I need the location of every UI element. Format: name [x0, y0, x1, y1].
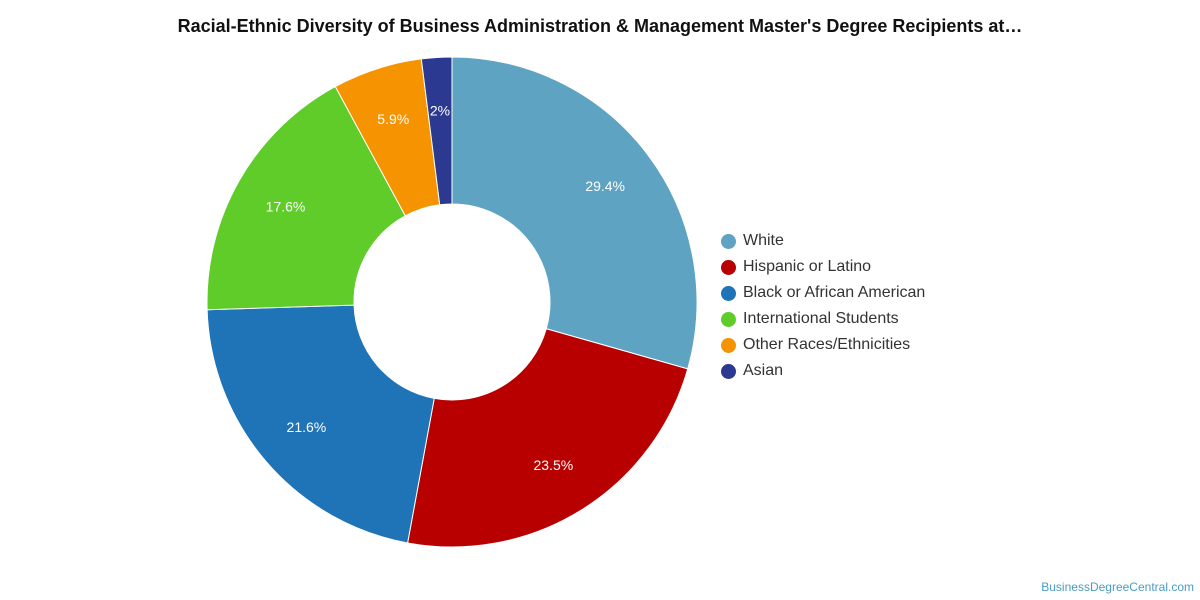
- legend-item[interactable]: Hispanic or Latino: [721, 254, 925, 280]
- legend-label: Other Races/Ethnicities: [743, 336, 911, 353]
- donut-slice-international-students: [206, 85, 407, 311]
- legend-label: Asian: [743, 362, 784, 379]
- slice-value-label: 29.4%: [585, 178, 625, 194]
- donut-slice-asian: [420, 56, 453, 206]
- chart-title: Racial-Ethnic Diversity of Business Admi…: [177, 16, 1023, 36]
- legend-marker: [721, 259, 736, 275]
- legend-marker: [721, 285, 736, 301]
- slice-value-label: 2%: [430, 102, 450, 118]
- legend-item[interactable]: Asian: [721, 358, 925, 384]
- slice-value-label: 21.6%: [287, 419, 327, 435]
- slice-value-label: 17.6%: [266, 198, 306, 214]
- slice-value-label: 5.9%: [377, 111, 409, 127]
- legend-marker: [721, 233, 736, 249]
- legend-marker: [721, 311, 736, 327]
- legend-item[interactable]: International Students: [721, 306, 925, 332]
- legend-marker: [721, 363, 736, 379]
- legend-label: International Students: [743, 310, 899, 327]
- legend-marker: [721, 337, 736, 353]
- legend-item[interactable]: Black or African American: [721, 280, 925, 306]
- legend-item[interactable]: Other Races/Ethnicities: [721, 332, 925, 358]
- donut-slice-black-or-african-american: [206, 304, 435, 544]
- legend-label: White: [743, 232, 784, 249]
- donut-slice-white: [451, 56, 698, 370]
- chart-legend: White Hispanic or Latino Black or African …: [721, 228, 925, 384]
- legend-label: Hispanic or Latino: [743, 258, 872, 275]
- donut-slice-hispanic-or-latino: [407, 328, 689, 548]
- watermark: BusinessDegreeCentral.com: [1041, 580, 1194, 594]
- legend-item[interactable]: White: [721, 228, 925, 254]
- legend-label: Black or African American: [743, 284, 926, 301]
- slice-value-label: 23.5%: [533, 457, 573, 473]
